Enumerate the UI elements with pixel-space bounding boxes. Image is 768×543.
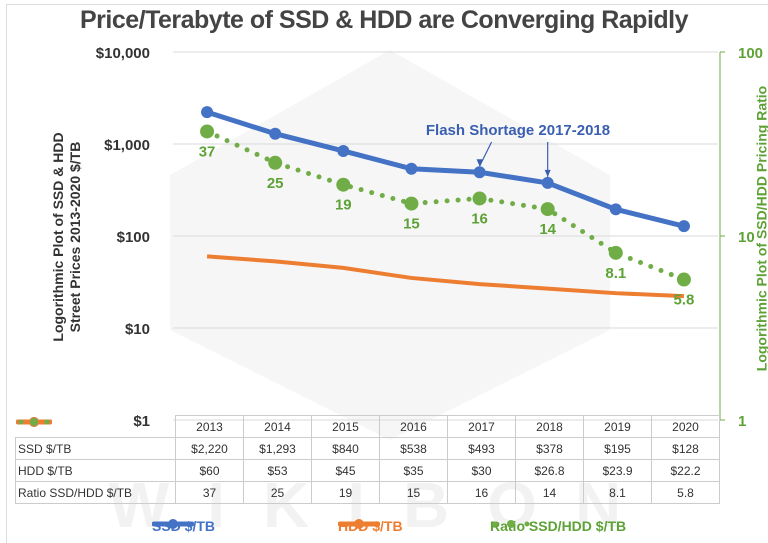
- legend-key-ratio: [492, 520, 530, 528]
- table-cell: 19: [311, 481, 380, 504]
- table-cell: $26.8: [515, 459, 584, 482]
- legend-key-line: [152, 519, 194, 529]
- y-tick-label: $10: [125, 321, 150, 338]
- table-row-label-text: HDD $/TB: [18, 463, 73, 478]
- table-row-label-text: Ratio SSD/HDD $/TB: [18, 485, 133, 500]
- data-label-ratio-ssd-hdd-tb: 37: [199, 143, 216, 160]
- chart-frame: [6, 4, 768, 543]
- table-header-cell: 2014: [243, 415, 312, 438]
- table-cell: $840: [311, 437, 380, 460]
- data-label-ratio-ssd-hdd-tb: 8.1: [605, 265, 626, 282]
- data-point-ratio-ssd-hdd-tb: [404, 196, 419, 211]
- table-cell: $2,220: [175, 437, 244, 460]
- data-table: 2013 2014 2015 2016 2017 2018 2019 2020 SSD $/TB…: [15, 415, 720, 504]
- y-tick-label: $1,000: [104, 137, 150, 154]
- table-header-cell: 2017: [447, 415, 516, 438]
- table-header-cell: 2019: [583, 415, 652, 438]
- data-point-ssd-tb: [609, 203, 622, 216]
- y2-tick-label: 100: [738, 45, 763, 62]
- table-cell: 8.1: [583, 481, 652, 504]
- data-label-ratio-ssd-hdd-tb: 5.8: [674, 292, 695, 309]
- data-point-ssd-tb: [677, 220, 690, 233]
- series-line-hdd-tb: [206, 254, 685, 299]
- legend-item: SSD $/TB: [152, 518, 215, 534]
- table-row: Ratio SSD/HDD $/TB 37 25 19 15 16 14 8.1 5.8: [15, 417, 720, 504]
- y-axis-title: Logorithmic Plot of SSD & HDD Street Pri…: [50, 107, 84, 367]
- y2-tick-label: 1: [738, 413, 746, 430]
- table-header-cell: 2020: [651, 415, 720, 438]
- table-cell: 37: [175, 481, 244, 504]
- annotation-arrow: [479, 141, 493, 167]
- data-point-ratio-ssd-hdd-tb: [676, 272, 691, 287]
- y2-tick-label: 10: [738, 229, 755, 246]
- data-label-ratio-ssd-hdd-tb: 14: [539, 221, 556, 238]
- table-header-cell: 2016: [379, 415, 448, 438]
- data-point-ssd-tb: [269, 127, 282, 140]
- table-cell: $1,293: [243, 437, 312, 460]
- table-cell: $60: [175, 459, 244, 482]
- data-point-ssd-tb: [201, 106, 214, 119]
- table-header-cell: 2015: [311, 415, 380, 438]
- legend-label: Ratio SSD/HDD $/TB: [490, 518, 627, 534]
- data-point-ratio-ssd-hdd-tb: [608, 245, 623, 260]
- table-cell: 14: [515, 481, 584, 504]
- data-label-ratio-ssd-hdd-tb: 16: [471, 210, 488, 227]
- table-cell: $53: [243, 459, 312, 482]
- series-line-ratio-ssd-hdd-tb: [204, 128, 687, 283]
- table-cell: 15: [379, 481, 448, 504]
- data-label-ratio-ssd-hdd-tb: 25: [267, 175, 284, 192]
- table-cell: $195: [583, 437, 652, 460]
- table-cell: $22.2: [651, 459, 720, 482]
- annotation-arrowhead: [476, 159, 483, 167]
- data-point-ssd-tb: [473, 166, 486, 179]
- data-label-ratio-ssd-hdd-tb: 19: [335, 197, 352, 214]
- data-point-ssd-tb: [337, 144, 350, 157]
- table-cell: $378: [515, 437, 584, 460]
- data-point-ratio-ssd-hdd-tb: [472, 191, 487, 206]
- y-tick-label: $100: [117, 229, 150, 246]
- watermark-hexagon: [170, 50, 610, 440]
- series-line-ssd-tb: [206, 109, 685, 229]
- legend-item: Ratio SSD/HDD $/TB: [490, 518, 626, 534]
- table-cell: $30: [447, 459, 516, 482]
- data-point-ssd-tb: [541, 176, 554, 189]
- y-axis-title-line2: Street Prices 2013-2020 $/TB: [67, 141, 83, 333]
- y-axis-title-line1: Logorithmic Plot of SSD & HDD: [50, 132, 66, 342]
- table-row: SSD $/TB $2,220 $1,293 $840 $538 $493 $378 $195…: [15, 416, 720, 460]
- data-point-ratio-ssd-hdd-tb: [200, 124, 215, 139]
- table-cell: $538: [379, 437, 448, 460]
- table-header-cell: 2013: [175, 415, 244, 438]
- legend-key-ratio: [18, 417, 49, 426]
- y2-axis-title: Logorithmic Plot of SSD/HDD Pricing Rati…: [753, 85, 768, 372]
- table-cell: $493: [447, 437, 516, 460]
- table-header-cell: 2018: [515, 415, 584, 438]
- table-row-label-text: SSD $/TB: [18, 441, 72, 456]
- table-row-label: Ratio SSD/HDD $/TB: [15, 417, 176, 504]
- chart-title: Price/Terabyte of SSD & HDD are Convergi…: [79, 6, 689, 34]
- table-header-row: 2013 2014 2015 2016 2017 2018 2019 2020: [16, 415, 720, 438]
- data-point-ratio-ssd-hdd-tb: [268, 155, 283, 170]
- annotation-label: Flash Shortage 2017-2018: [426, 122, 610, 139]
- table-row-label: HDD $/TB: [15, 416, 176, 482]
- table-cell: 25: [243, 481, 312, 504]
- table-cell: $45: [311, 459, 380, 482]
- table-cell: $23.9: [583, 459, 652, 482]
- table-cell: 16: [447, 481, 516, 504]
- table-row-label: SSD $/TB: [15, 416, 176, 460]
- legend-key-line: [338, 519, 380, 529]
- y-tick-label: $10,000: [96, 45, 150, 62]
- y-tick-label: $1: [133, 413, 150, 430]
- table-cell: $35: [379, 459, 448, 482]
- table-cell: 5.8: [651, 481, 720, 504]
- legend-item: HDD $/TB: [338, 518, 403, 534]
- data-label-ratio-ssd-hdd-tb: 15: [403, 216, 420, 233]
- table-row: HDD $/TB $60 $53 $45 $35 $30 $26.8 $23.9 $22.2: [15, 416, 720, 482]
- data-point-ssd-tb: [405, 162, 418, 175]
- table-cell: $128: [651, 437, 720, 460]
- annotation-arrowhead: [544, 169, 551, 177]
- data-point-ratio-ssd-hdd-tb: [540, 202, 555, 217]
- data-point-ratio-ssd-hdd-tb: [336, 177, 351, 192]
